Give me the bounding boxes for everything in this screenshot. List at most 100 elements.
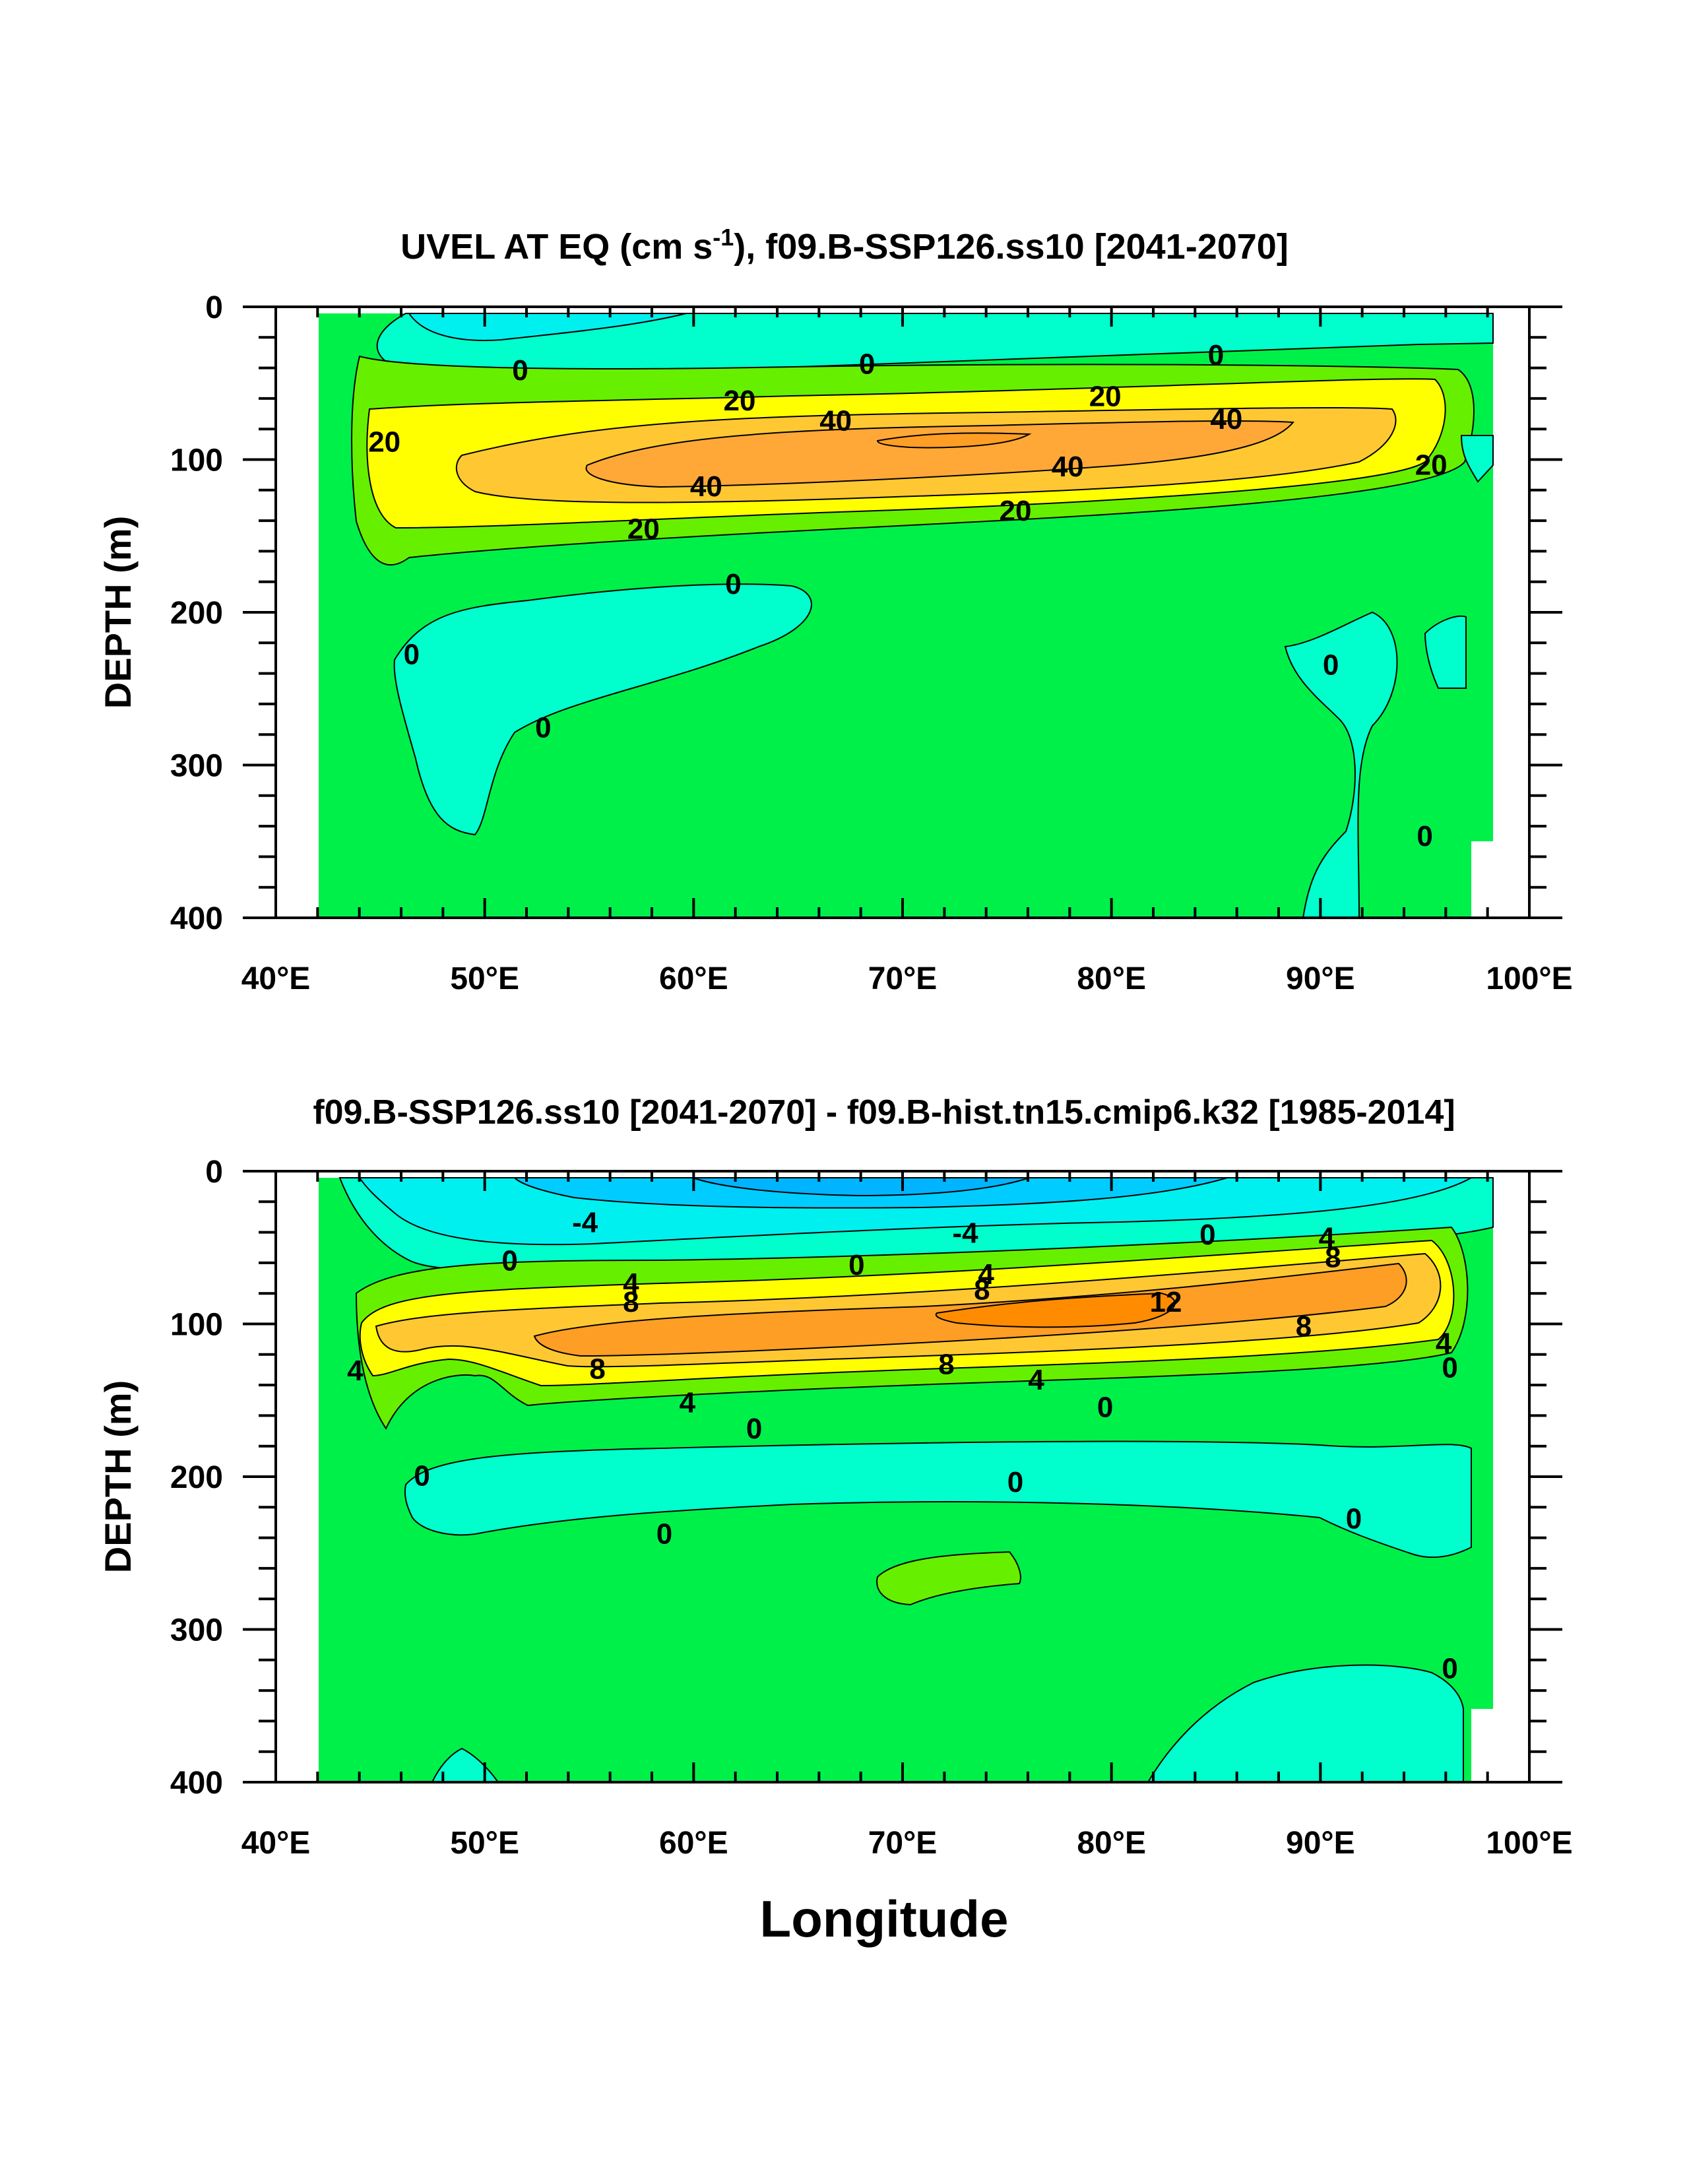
panel1-fill-mask-right xyxy=(1471,841,1494,918)
panel-uvel-at-eq: UVEL AT EQ (cm s-1), f09.B-SSP126.ss10 [… xyxy=(97,224,1573,996)
panel2-fill-jet-peak xyxy=(935,1292,1176,1328)
panel2-fill-bottom-west-negative xyxy=(431,1747,499,1783)
contour-label: 40 xyxy=(1210,403,1242,435)
contour-label: 40 xyxy=(819,404,852,437)
y-tick-label: 400 xyxy=(170,901,223,936)
contour-label: -4 xyxy=(572,1206,598,1238)
contour-label: 0 xyxy=(501,1244,517,1277)
contour-label: 8 xyxy=(1296,1310,1312,1343)
x-tick-label: 100°E xyxy=(1486,961,1572,996)
panel2-fill-mid-positive xyxy=(876,1551,1021,1606)
contour-label: 20 xyxy=(1000,495,1032,527)
panel1-x-axis: 40°E 50°E 60°E 70°E 80°E 90°E 100°E xyxy=(241,307,1573,996)
contour-label: 20 xyxy=(368,426,400,459)
contour-label: 4 xyxy=(680,1387,696,1419)
x-tick-label: 70°E xyxy=(868,961,938,996)
panel2-fill-surface-neg-max xyxy=(692,1177,1030,1197)
contour-label: 0 xyxy=(535,712,551,744)
panel1-contour-labels: 0 0 0 20 20 40 40 20 40 40 20 20 20 0 0 0 0 0 xyxy=(368,339,1447,852)
contour-label: 0 xyxy=(1442,1351,1457,1384)
y-tick-label: 100 xyxy=(170,1308,223,1343)
x-tick-label: 100°E xyxy=(1486,1826,1572,1861)
y-tick-label: 0 xyxy=(205,290,223,325)
panel2-y-axis-label: DEPTH (m) xyxy=(97,1380,139,1573)
y-tick-label: 0 xyxy=(205,1155,223,1190)
contour-label: 8 xyxy=(1325,1242,1341,1274)
y-tick-label: 200 xyxy=(170,596,223,631)
panel1-y-axis-label: DEPTH (m) xyxy=(97,516,139,709)
panel1-fill-jet-core xyxy=(876,432,1032,449)
contour-label: 8 xyxy=(623,1286,639,1318)
contour-label: 0 xyxy=(725,568,741,600)
panel2-fill-bottom-east-negative xyxy=(1147,1664,1464,1783)
contour-label: 20 xyxy=(724,385,756,417)
contour-label: -4 xyxy=(952,1217,978,1250)
x-tick-label: 40°E xyxy=(241,961,311,996)
y-tick-label: 300 xyxy=(170,1613,223,1648)
x-tick-label: 80°E xyxy=(1077,961,1146,996)
contour-label: 4 xyxy=(1028,1364,1044,1396)
panel1-contour-fill xyxy=(276,307,1494,918)
panel1-fill-west-negative xyxy=(393,583,812,836)
contour-label: 40 xyxy=(1052,451,1084,483)
panel2-x-axis: 40°E 50°E 60°E 70°E 80°E 90°E 100°E xyxy=(241,1171,1573,1861)
panel2-title: f09.B-SSP126.ss10 [2041-2070] - f09.B-hi… xyxy=(313,1093,1455,1132)
contour-label: 4 xyxy=(347,1355,364,1387)
contour-label: 8 xyxy=(974,1273,990,1306)
contour-label: 0 xyxy=(1208,339,1224,371)
contour-label: 20 xyxy=(627,513,660,546)
panel2-fill-west-negative-mid xyxy=(404,1440,1472,1558)
contour-label: 8 xyxy=(589,1353,605,1386)
contour-label: 20 xyxy=(1089,380,1122,412)
contour-label: 4 xyxy=(1319,1222,1335,1254)
contour-label: 4 xyxy=(623,1268,639,1300)
contour-label: 4 xyxy=(978,1258,994,1291)
contour-label: 40 xyxy=(690,470,722,503)
panel1-fill-mask-left xyxy=(276,307,319,918)
x-tick-label: 90°E xyxy=(1286,961,1355,996)
contour-label: 0 xyxy=(1417,820,1432,852)
panel2-contour-fill xyxy=(276,1171,1494,1783)
contour-label: 12 xyxy=(1150,1286,1182,1318)
contour-label: 0 xyxy=(848,1249,864,1281)
contour-label: 0 xyxy=(1323,649,1339,682)
contour-label: 0 xyxy=(1097,1392,1113,1424)
panel1-title: UVEL AT EQ (cm s-1), f09.B-SSP126.ss10 [… xyxy=(400,224,1289,267)
y-tick-label: 100 xyxy=(170,443,223,478)
contour-label: 0 xyxy=(404,639,420,671)
panel1-fill-surface-neg-mid xyxy=(408,313,687,341)
x-tick-label: 60°E xyxy=(659,1826,728,1861)
panel-difference: f09.B-SSP126.ss10 [2041-2070] - f09.B-hi… xyxy=(97,1093,1573,1948)
panel1-fill-jet-max xyxy=(585,420,1294,488)
contour-label: 0 xyxy=(1442,1652,1457,1685)
panel1-fill-east-negative xyxy=(1284,611,1398,918)
contour-label: 0 xyxy=(512,354,528,387)
contour-label: 0 xyxy=(656,1518,672,1551)
x-tick-label: 60°E xyxy=(659,961,728,996)
x-tick-label: 70°E xyxy=(868,1826,938,1861)
contour-label: 0 xyxy=(414,1460,430,1493)
panel2-x-axis-label: Longitude xyxy=(760,1890,1009,1948)
panel1-fill-east-top-negative xyxy=(1460,435,1494,483)
x-tick-label: 80°E xyxy=(1077,1826,1146,1861)
contour-label: 0 xyxy=(1007,1466,1023,1498)
contour-label: 0 xyxy=(859,348,875,381)
x-tick-label: 90°E xyxy=(1286,1826,1355,1861)
y-tick-label: 300 xyxy=(170,749,223,784)
contour-label: 0 xyxy=(1346,1503,1362,1535)
panel2-fill-mask-right xyxy=(1471,1709,1494,1782)
y-tick-label: 200 xyxy=(170,1460,223,1495)
y-tick-label: 400 xyxy=(170,1766,223,1801)
x-tick-label: 50°E xyxy=(450,961,519,996)
contour-label: 20 xyxy=(1415,449,1448,481)
contour-label: 0 xyxy=(1199,1219,1215,1251)
x-tick-label: 40°E xyxy=(241,1826,311,1861)
x-tick-label: 50°E xyxy=(450,1826,519,1861)
contour-label: 4 xyxy=(1436,1327,1452,1359)
contour-label: 8 xyxy=(938,1349,954,1381)
contour-label: 0 xyxy=(746,1413,762,1445)
